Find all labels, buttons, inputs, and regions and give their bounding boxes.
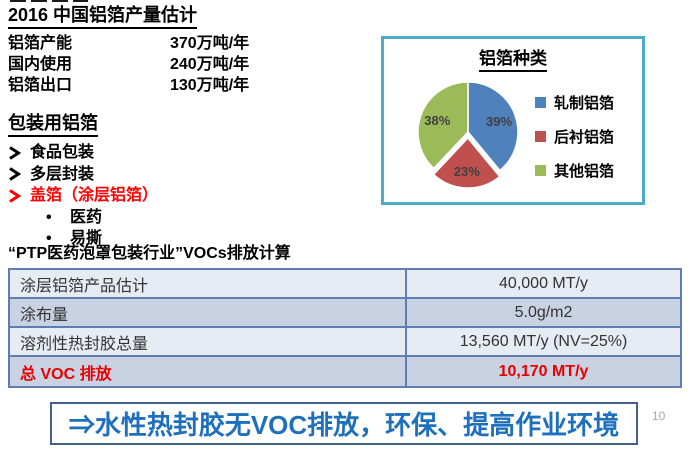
production-row-label: 国内使用 — [8, 56, 73, 73]
table-row: 溶剂性热封胶总量 13,560 MT/y (NV=25%) — [10, 328, 680, 357]
production-row-label: 铝箔出口 — [8, 77, 73, 94]
table-cell-value: 40,000 MT/y — [499, 274, 588, 292]
table-cell-value: 13,560 MT/y (NV=25%) — [459, 332, 628, 350]
production-row-label: 铝箔产能 — [8, 35, 73, 52]
packaging-title: 包装用铝箔 — [8, 113, 98, 137]
pie-chart: 39% 23% 38% — [417, 81, 519, 189]
table-cell-value: 5.0g/m2 — [514, 303, 573, 321]
arrow-bullet-icon — [9, 145, 21, 160]
foil-types-chart-box: 铝箔种类 39% 23% 38% 轧制铝箔 后衬铝箔 其他铝箔 — [381, 36, 645, 205]
list-item-highlighted: 盖箔（涂层铝箔） — [8, 185, 378, 207]
conclusion-banner: ⇒水性热封胶无VOC排放，环保、提高作业环境 — [50, 402, 638, 445]
list-item: 多层封装 — [8, 164, 378, 186]
legend-item: 轧制铝箔 — [535, 85, 614, 119]
legend-label: 后衬铝箔 — [554, 128, 615, 146]
voc-table: 涂层铝箔产品估计 40,000 MT/y 涂布量 5.0g/m2 溶剂性热封胶总… — [8, 268, 682, 388]
pie-data-label: 39% — [486, 114, 512, 129]
production-row-value: 130万吨/年 — [170, 77, 250, 94]
arrow-bullet-icon — [9, 188, 21, 203]
legend-swatch-red — [535, 130, 546, 142]
conclusion-banner-text: ⇒水性热封胶无VOC排放，环保、提高作业环境 — [68, 410, 620, 440]
table-cell-label: 溶剂性热封胶总量 — [10, 328, 407, 355]
list-item: 食品包装 — [8, 142, 378, 164]
sub-list-item-label: 易撕 — [70, 230, 103, 247]
production-row-value: 370万吨/年 — [170, 35, 250, 52]
list-item-label: 食品包装 — [30, 144, 95, 161]
production-title: 2016 中国铝箔产量估计 — [8, 5, 198, 29]
legend-swatch-green — [535, 164, 546, 176]
arrow-bullet-icon — [9, 167, 21, 182]
legend-swatch-blue — [535, 96, 546, 108]
chart-legend: 轧制铝箔 后衬铝箔 其他铝箔 — [535, 85, 614, 187]
table-cell-value: 10,170 MT/y — [498, 362, 589, 380]
packaging-section: 包装用铝箔 食品包装 多层封装 盖箔（涂层铝箔） • 医药 • 易撕 — [8, 113, 378, 250]
production-row: 铝箔产能 370万吨/年 — [8, 33, 368, 54]
production-row: 铝箔出口 130万吨/年 — [8, 75, 368, 96]
sub-list-item-label: 医药 — [70, 208, 103, 226]
production-row-value: 240万吨/年 — [170, 56, 250, 73]
cropped-text-artifact — [10, 0, 88, 2]
list-item-label: 多层封装 — [30, 165, 95, 183]
dot-bullet-icon: • — [46, 208, 52, 226]
dot-bullet-icon: • — [46, 230, 52, 247]
pie-slice-0 — [467, 81, 519, 172]
table-cell-label: 涂层铝箔产品估计 — [10, 270, 407, 297]
pie-data-label: 23% — [454, 164, 480, 179]
packaging-list: 食品包装 多层封装 盖箔（涂层铝箔） • 医药 • 易撕 — [8, 142, 378, 250]
legend-label: 轧制铝箔 — [554, 94, 615, 112]
table-row: 涂层铝箔产品估计 40,000 MT/y — [10, 270, 680, 299]
pie-data-label: 38% — [424, 113, 450, 128]
table-row-total: 总 VOC 排放 10,170 MT/y — [10, 357, 680, 386]
sub-list-item: • 医药 — [8, 207, 378, 229]
table-cell-label: 总 VOC 排放 — [10, 357, 407, 386]
chart-title: 铝箔种类 — [479, 44, 547, 72]
table-row: 涂布量 5.0g/m2 — [10, 299, 680, 328]
production-rows: 铝箔产能 370万吨/年 国内使用 240万吨/年 铝箔出口 130万吨/年 — [8, 33, 368, 96]
voc-table-heading: “PTP医药泡罩包装行业”VOCs排放计算 — [8, 245, 291, 262]
production-section: 2016 中国铝箔产量估计 铝箔产能 370万吨/年 国内使用 240万吨/年 … — [8, 5, 368, 96]
pie-slice-2 — [417, 81, 469, 170]
legend-item: 其他铝箔 — [535, 153, 614, 187]
list-item-label: 盖箔（涂层铝箔） — [30, 187, 159, 204]
table-cell-label: 涂布量 — [10, 299, 407, 326]
pie-slice-1 — [432, 136, 501, 189]
page-number: 10 — [652, 409, 666, 423]
sub-list-item: • 易撕 — [8, 228, 378, 250]
legend-label: 其他铝箔 — [554, 162, 615, 180]
legend-item: 后衬铝箔 — [535, 119, 614, 153]
production-row: 国内使用 240万吨/年 — [8, 54, 368, 75]
